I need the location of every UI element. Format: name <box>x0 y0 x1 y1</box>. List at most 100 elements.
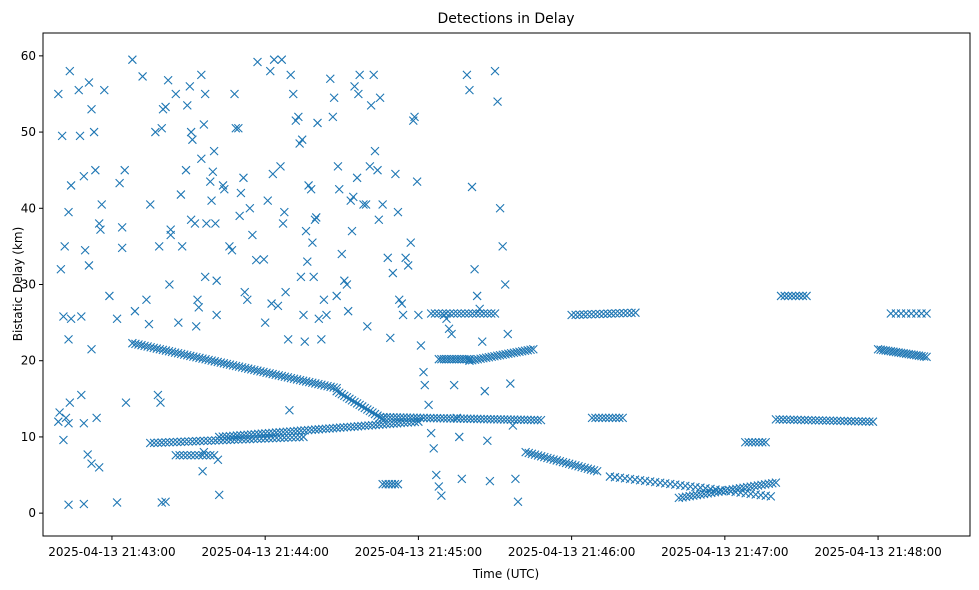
data-point <box>231 123 241 133</box>
data-point <box>383 253 393 263</box>
data-point <box>248 230 257 240</box>
data-point <box>753 481 763 490</box>
data-point <box>360 403 370 413</box>
data-point <box>241 434 251 444</box>
data-point <box>163 75 173 85</box>
data-point <box>355 400 365 410</box>
data-point <box>105 291 114 301</box>
data-point <box>196 154 206 164</box>
data-point <box>922 352 931 362</box>
data-point <box>462 70 472 80</box>
data-point <box>214 490 224 500</box>
data-point <box>188 436 197 446</box>
data-point <box>480 386 490 396</box>
data-point <box>385 419 395 429</box>
data-point <box>286 70 296 80</box>
data-point <box>199 436 209 446</box>
data-point <box>832 416 842 426</box>
data-point <box>213 455 223 465</box>
data-point <box>288 89 298 99</box>
data-point <box>230 435 239 445</box>
data-point <box>439 413 449 423</box>
data-point <box>332 386 342 396</box>
data-point <box>267 299 276 308</box>
data-point <box>172 437 182 447</box>
data-point <box>64 418 73 428</box>
data-point <box>251 255 261 265</box>
data-point <box>434 482 444 491</box>
data-point <box>214 435 224 445</box>
data-point <box>416 341 426 350</box>
data-point <box>269 55 279 65</box>
data-point <box>186 127 196 137</box>
data-point <box>87 459 96 468</box>
data-point <box>449 380 459 390</box>
data-point <box>627 308 636 318</box>
data-point <box>328 112 338 122</box>
data-point <box>861 417 871 426</box>
data-point <box>579 310 588 319</box>
data-point <box>253 57 262 67</box>
data-point <box>176 190 186 199</box>
data-point <box>273 301 283 311</box>
data-point <box>94 463 104 472</box>
data-point <box>309 272 319 282</box>
data-point <box>475 304 485 314</box>
data-point <box>479 414 489 424</box>
data-point <box>191 322 201 331</box>
data-point <box>161 438 170 447</box>
data-point <box>153 390 163 400</box>
data-point <box>278 219 288 228</box>
data-point <box>353 89 363 99</box>
data-point <box>117 243 127 253</box>
data-point <box>175 450 185 460</box>
data-point <box>115 178 125 188</box>
data-point <box>796 415 806 425</box>
data-point <box>495 203 505 213</box>
data-point <box>476 414 486 424</box>
data-point <box>84 261 94 270</box>
data-point <box>182 101 192 110</box>
data-point <box>79 499 89 509</box>
data-point <box>314 424 324 434</box>
data-point <box>623 308 632 318</box>
data-point <box>334 184 344 194</box>
data-point <box>373 165 382 175</box>
data-point <box>528 344 538 354</box>
data-point <box>297 135 307 145</box>
data-point <box>359 200 368 209</box>
data-point <box>369 70 379 80</box>
data-point <box>181 165 191 175</box>
y-tick-label: 50 <box>21 125 36 139</box>
data-point <box>295 139 305 148</box>
data-point <box>374 420 384 430</box>
data-point <box>457 474 467 484</box>
data-point <box>186 450 196 460</box>
data-point <box>731 484 741 494</box>
data-point <box>787 291 797 301</box>
data-point <box>65 398 75 408</box>
data-point <box>370 409 380 419</box>
data-point <box>381 419 391 429</box>
data-point <box>500 280 510 289</box>
data-point <box>334 388 344 398</box>
y-tick-label: 20 <box>21 354 36 368</box>
data-point <box>96 225 105 235</box>
data-point <box>385 412 395 422</box>
data-point <box>84 78 94 87</box>
data-point <box>225 431 235 441</box>
data-point <box>285 405 294 415</box>
data-point <box>112 314 122 324</box>
data-point <box>367 420 377 430</box>
data-point <box>403 418 413 427</box>
data-point <box>436 413 445 423</box>
data-point <box>567 310 577 320</box>
data-point <box>699 489 709 499</box>
data-point <box>505 379 515 388</box>
data-point <box>296 272 306 282</box>
data-point <box>357 402 367 411</box>
data-point <box>260 434 270 443</box>
data-point <box>371 420 381 430</box>
data-point <box>299 310 308 320</box>
